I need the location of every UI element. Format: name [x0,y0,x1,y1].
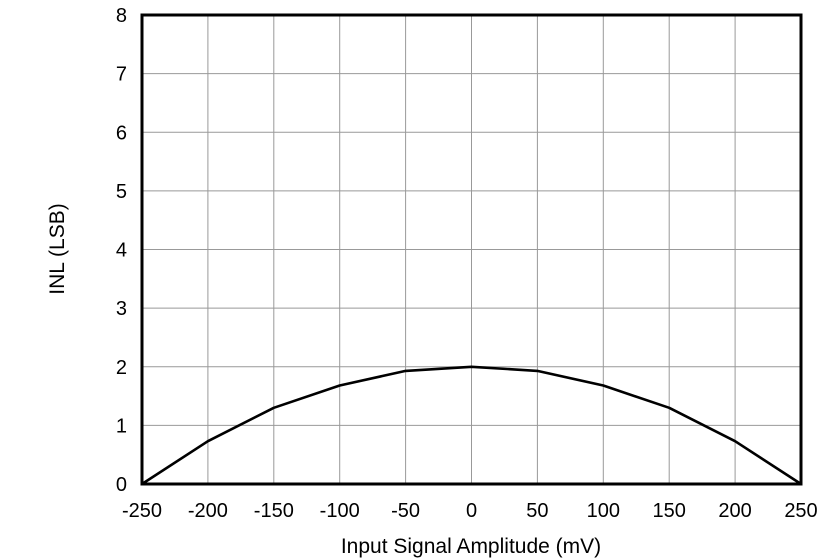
x-tick-label: -150 [254,500,294,522]
series-line [141,365,802,486]
y-tick-label: 5 [116,181,127,203]
plot-border [140,13,803,486]
data-series [141,365,802,486]
plot-frame [140,13,803,486]
x-axis-ticks: -250 -200 -150 -100 -50 0 50 100 150 200 250 [122,500,818,522]
x-tick-label: -50 [391,500,420,522]
x-tick-label: -100 [320,500,360,522]
x-tick-label: 150 [653,500,686,522]
y-axis-ticks: 0 1 2 3 4 5 6 7 8 [116,5,127,496]
x-tick-label: 0 [466,500,477,522]
x-tick-label: 100 [587,500,620,522]
grid-lines [141,14,802,485]
x-tick-label: 50 [526,500,548,522]
y-tick-label: 6 [116,122,127,144]
y-tick-label: 2 [116,357,127,379]
x-tick-label: 200 [718,500,751,522]
y-tick-label: 8 [116,5,127,27]
x-axis-label: Input Signal Amplitude (mV) [341,535,601,558]
x-tick-label: -250 [122,500,162,522]
y-tick-label: 7 [116,64,127,86]
y-tick-label: 0 [116,474,127,496]
y-tick-label: 3 [116,298,127,320]
x-tick-label: -200 [188,500,228,522]
y-tick-label: 4 [116,240,127,262]
y-tick-label: 1 [116,415,127,437]
y-axis-label: INL (LSB) [46,203,69,294]
x-tick-label: 250 [784,500,817,522]
